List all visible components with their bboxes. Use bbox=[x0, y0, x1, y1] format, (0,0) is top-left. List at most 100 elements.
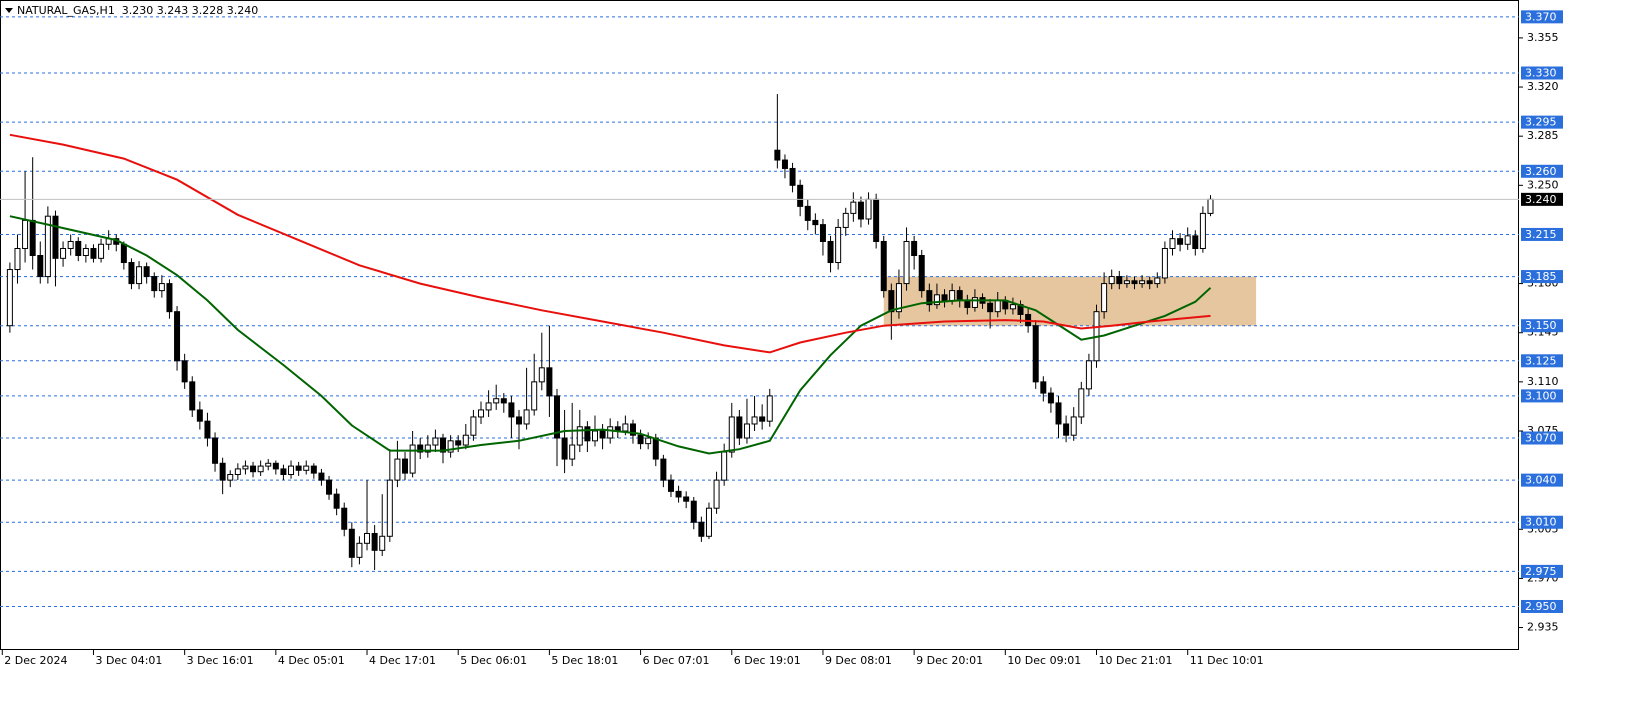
chart-title: NATURAL_GAS,H1 3.230 3.243 3.228 3.240 bbox=[17, 4, 258, 17]
x-tick-label: 6 Dec 07:01 bbox=[643, 654, 710, 667]
candle-body bbox=[1161, 247, 1168, 279]
x-tick-label: 10 Dec 09:01 bbox=[1007, 654, 1081, 667]
candle-body bbox=[470, 416, 477, 436]
level-label: 3.040 bbox=[1525, 474, 1557, 487]
candle-body bbox=[417, 444, 424, 453]
candle-body bbox=[196, 409, 203, 422]
candle-body bbox=[842, 212, 849, 228]
candle-body bbox=[652, 437, 659, 460]
candle-body bbox=[60, 247, 67, 259]
candle-body bbox=[531, 381, 538, 411]
candle-body bbox=[447, 440, 454, 453]
candle-body bbox=[994, 299, 1001, 313]
candle-body bbox=[660, 458, 667, 481]
candle-body bbox=[440, 437, 447, 453]
last-price-label: 3.240 bbox=[1525, 193, 1557, 206]
level-label: 3.125 bbox=[1525, 354, 1557, 367]
x-tick-label: 5 Dec 06:01 bbox=[460, 654, 527, 667]
level-label: 3.260 bbox=[1525, 165, 1557, 178]
candle-body bbox=[835, 226, 842, 264]
x-tick-label: 10 Dec 21:01 bbox=[1099, 654, 1173, 667]
candle-body bbox=[22, 219, 29, 249]
candle-body bbox=[143, 266, 150, 278]
candle-body bbox=[485, 402, 492, 411]
candle-body bbox=[341, 507, 348, 530]
level-label-box bbox=[1521, 115, 1563, 129]
candle-body bbox=[895, 283, 902, 313]
candle-body bbox=[257, 465, 264, 473]
candle-body bbox=[1108, 276, 1115, 285]
candle-body bbox=[804, 205, 811, 221]
candle-body bbox=[1154, 277, 1161, 285]
candle-body bbox=[637, 434, 644, 445]
candle-body bbox=[288, 465, 295, 476]
candle-body bbox=[280, 468, 287, 476]
candle-body bbox=[1047, 392, 1054, 404]
candle-body bbox=[553, 395, 560, 439]
candle-body bbox=[1085, 360, 1092, 390]
indicator-line bbox=[9, 215, 1212, 455]
level-label-box bbox=[1521, 164, 1563, 178]
candle-body bbox=[1131, 280, 1138, 285]
level-label: 3.330 bbox=[1525, 67, 1557, 80]
candle-body bbox=[971, 297, 978, 308]
candle-body bbox=[204, 420, 211, 439]
candle-body bbox=[356, 542, 363, 558]
candle-body bbox=[941, 294, 948, 301]
candle-body bbox=[774, 149, 781, 161]
candle-body bbox=[1078, 388, 1085, 418]
candle-body bbox=[667, 479, 674, 492]
candle-body bbox=[523, 409, 530, 425]
x-tick-label: 4 Dec 05:01 bbox=[278, 654, 345, 667]
x-tick-label: 2 Dec 2024 bbox=[4, 654, 67, 667]
candle-body bbox=[926, 290, 933, 306]
candle-body bbox=[538, 367, 545, 383]
level-label: 2.950 bbox=[1525, 600, 1557, 613]
level-label-box bbox=[1521, 473, 1563, 487]
candle-body bbox=[781, 159, 788, 169]
candle-body bbox=[82, 247, 89, 257]
candle-body bbox=[394, 458, 401, 481]
candle-body bbox=[500, 398, 507, 404]
candle-body bbox=[880, 240, 887, 292]
candle-body bbox=[98, 243, 105, 259]
candle-body bbox=[189, 381, 196, 411]
level-label: 3.100 bbox=[1525, 389, 1557, 402]
candle-body bbox=[873, 198, 880, 242]
last-price-box bbox=[1521, 192, 1563, 206]
candle-body bbox=[37, 255, 44, 278]
candle-body bbox=[455, 440, 462, 446]
candle-body bbox=[956, 290, 963, 301]
candle-body bbox=[1116, 276, 1123, 285]
candle-body bbox=[1101, 283, 1108, 313]
level-label: 3.010 bbox=[1525, 516, 1557, 529]
level-label-box bbox=[1521, 431, 1563, 445]
menu-triangle[interactable] bbox=[5, 8, 13, 13]
y-tick-label: 3.110 bbox=[1527, 375, 1559, 388]
candle-body bbox=[1184, 235, 1191, 245]
candle-body bbox=[721, 451, 728, 481]
candle-body bbox=[675, 490, 682, 498]
candle-body bbox=[576, 426, 583, 446]
candle-body bbox=[371, 532, 378, 551]
x-tick-label: 11 Dec 10:01 bbox=[1190, 654, 1264, 667]
candle-body bbox=[326, 479, 333, 495]
candle-body bbox=[1169, 238, 1176, 249]
x-tick-label: 9 Dec 08:01 bbox=[825, 654, 892, 667]
level-label: 2.975 bbox=[1525, 565, 1557, 578]
candle-body bbox=[158, 283, 165, 292]
y-tick-label: 3.320 bbox=[1527, 80, 1559, 93]
candle-body bbox=[1055, 402, 1062, 425]
level-label-box bbox=[1521, 515, 1563, 529]
x-tick-label: 5 Dec 18:01 bbox=[551, 654, 618, 667]
candle-body bbox=[812, 219, 819, 226]
candle-body bbox=[591, 430, 598, 442]
candle-body bbox=[1199, 212, 1206, 249]
candle-body bbox=[265, 462, 272, 467]
candle-body bbox=[14, 247, 21, 271]
candle-body bbox=[181, 360, 188, 383]
candle-body bbox=[52, 215, 59, 259]
level-label-box bbox=[1521, 564, 1563, 578]
candle-body bbox=[6, 269, 13, 327]
candle-body bbox=[478, 409, 485, 418]
